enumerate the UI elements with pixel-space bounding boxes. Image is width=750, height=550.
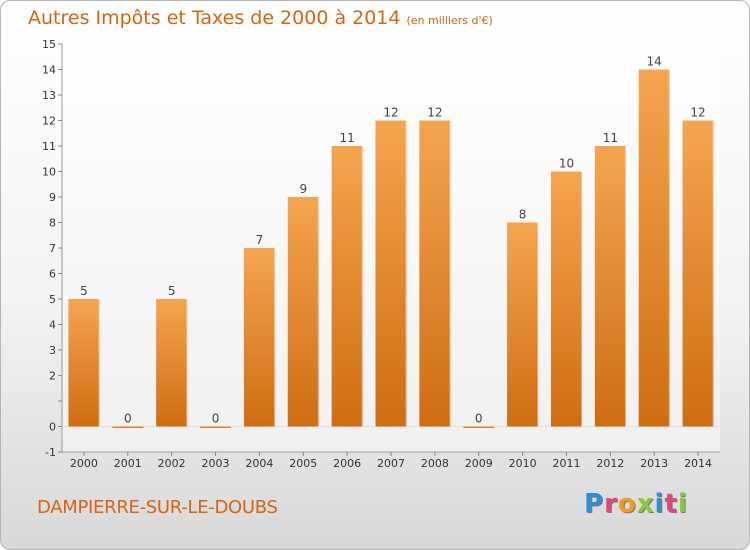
bar (331, 146, 363, 427)
x-tick-label: 2010 (509, 457, 537, 470)
data-label: 12 (383, 106, 398, 120)
chart-subtitle: (en milliers d'€) (406, 14, 493, 27)
data-label: 8 (519, 208, 527, 222)
x-tick-label: 2001 (114, 457, 142, 470)
y-tick-label: 5 (49, 293, 56, 306)
y-tick-label: 7 (49, 242, 56, 255)
logo-letter: i (677, 489, 688, 519)
bar (287, 197, 319, 427)
data-label: 9 (299, 182, 307, 196)
x-tick-label: 2009 (465, 457, 493, 470)
x-tick-label: 2003 (202, 457, 230, 470)
data-label: 5 (168, 284, 176, 298)
bar (682, 120, 714, 427)
chart-title: Autres Impôts et Taxes de 2000 à 2014 (en… (28, 7, 493, 29)
bar (200, 426, 232, 428)
y-tick-label: 14 (42, 64, 56, 77)
data-label: 0 (475, 412, 483, 426)
y-tick-label: 2 (49, 370, 56, 383)
x-tick-label: 2013 (640, 457, 668, 470)
bar (419, 120, 451, 427)
x-tick-label: 2014 (684, 457, 712, 470)
data-label: 11 (603, 131, 618, 145)
x-tick-label: 2004 (245, 457, 273, 470)
data-label: 0 (212, 412, 220, 426)
x-tick-label: 2012 (596, 457, 624, 470)
commune-name: DAMPIERRE-SUR-LE-DOUBS (37, 497, 278, 518)
y-tick-label: 13 (42, 89, 56, 102)
y-tick-label: 11 (42, 140, 56, 153)
y-tick-label: 12 (42, 115, 56, 128)
x-tick-label: 2000 (70, 457, 98, 470)
y-tick-label: 10 (42, 166, 56, 179)
y-tick-label: 15 (42, 38, 56, 51)
bar (507, 222, 539, 427)
y-tick-label: 8 (49, 217, 56, 230)
logo-letter: x (636, 489, 655, 519)
y-tick-label: 6 (49, 268, 56, 281)
data-label: 7 (256, 233, 264, 247)
y-tick-label: 9 (49, 191, 56, 204)
proxiti-logo: Proxiti (584, 489, 688, 519)
x-tick-label: 2006 (333, 457, 361, 470)
x-tick-label: 2005 (289, 457, 317, 470)
data-label: 5 (80, 284, 88, 298)
bar (112, 426, 144, 428)
logo-letter: r (604, 489, 618, 519)
y-tick-label: 4 (49, 319, 56, 332)
x-tick-label: 2007 (377, 457, 405, 470)
logo-letter: t (664, 489, 678, 519)
data-label: 12 (427, 106, 442, 120)
x-tick-label: 2008 (421, 457, 449, 470)
y-tick-label: 3 (49, 344, 56, 357)
data-label: 14 (647, 55, 662, 69)
logo-letter: i (654, 489, 665, 519)
bar (68, 299, 100, 427)
bar (463, 426, 495, 428)
chart-title-text: Autres Impôts et Taxes de 2000 à 2014 (28, 7, 401, 29)
data-label: 12 (690, 106, 705, 120)
bar (550, 171, 582, 427)
logo-letter: o (617, 489, 637, 519)
bar (375, 120, 407, 427)
y-tick-label: -1 (45, 446, 56, 459)
bar (638, 69, 670, 427)
x-tick-label: 2002 (158, 457, 186, 470)
bar (243, 248, 275, 427)
bar (156, 299, 188, 427)
y-tick-label: 0 (49, 421, 56, 434)
data-label: 10 (559, 157, 574, 171)
bar (594, 146, 626, 427)
logo-letter: P (584, 489, 605, 519)
data-label: 11 (339, 131, 354, 145)
x-tick-label: 2011 (552, 457, 580, 470)
data-label: 0 (124, 412, 132, 426)
